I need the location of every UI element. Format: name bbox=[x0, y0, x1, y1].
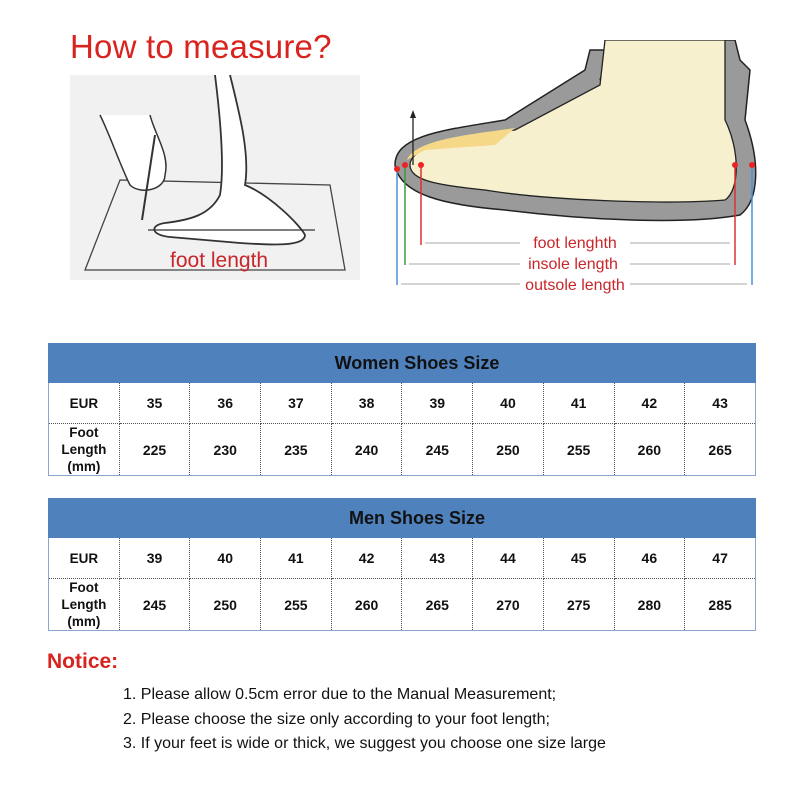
row-label: EUR bbox=[48, 382, 120, 424]
cell: 40 bbox=[189, 537, 262, 579]
cell: 245 bbox=[118, 578, 191, 631]
cell: 285 bbox=[684, 578, 756, 631]
cell: 255 bbox=[542, 423, 615, 476]
cell: 250 bbox=[472, 423, 544, 476]
cell: 42 bbox=[330, 537, 403, 579]
row-label: Foot Length (mm) bbox=[48, 423, 120, 476]
insole-length-label: insole length bbox=[528, 256, 618, 273]
cell: 43 bbox=[401, 537, 474, 579]
cell: 235 bbox=[260, 423, 332, 476]
women-size-table: Women Shoes Size EUR 35 36 37 38 39 40 4… bbox=[48, 343, 756, 476]
foot-length-label: foot length bbox=[170, 249, 268, 272]
cell: 225 bbox=[118, 423, 191, 476]
cell: 270 bbox=[472, 578, 544, 631]
cell: 260 bbox=[613, 423, 686, 476]
cell: 265 bbox=[401, 578, 474, 631]
table-row: EUR 39 40 41 42 43 44 45 46 47 bbox=[48, 537, 756, 579]
how-to-measure-title: How to measure? bbox=[70, 28, 332, 65]
cell: 250 bbox=[189, 578, 262, 631]
notice-item: 1. Please allow 0.5cm error due to the M… bbox=[123, 686, 557, 703]
cell: 39 bbox=[401, 382, 474, 424]
cell: 37 bbox=[260, 382, 332, 424]
cell: 40 bbox=[472, 382, 544, 424]
men-size-table: Men Shoes Size EUR 39 40 41 42 43 44 45 … bbox=[48, 498, 756, 631]
cell: 265 bbox=[684, 423, 756, 476]
cell: 36 bbox=[189, 382, 262, 424]
foot-measure-illustration: foot length bbox=[70, 74, 360, 280]
cell: 44 bbox=[472, 537, 544, 579]
cell: 275 bbox=[542, 578, 615, 631]
notice-heading: Notice: bbox=[47, 650, 119, 673]
table-row: EUR 35 36 37 38 39 40 41 42 43 bbox=[48, 382, 756, 424]
cell: 255 bbox=[260, 578, 332, 631]
cell: 45 bbox=[542, 537, 615, 579]
cell: 240 bbox=[330, 423, 403, 476]
cell: 39 bbox=[118, 537, 191, 579]
cell: 245 bbox=[401, 423, 474, 476]
row-label: EUR bbox=[48, 537, 120, 579]
cell: 35 bbox=[118, 382, 191, 424]
cell: 41 bbox=[542, 382, 615, 424]
shoe-cross-section-illustration: foot lenghth insole length outsole lengt… bbox=[385, 39, 785, 300]
table-row: Foot Length (mm) 245 250 255 260 265 270… bbox=[48, 578, 756, 631]
cell: 230 bbox=[189, 423, 262, 476]
cell: 280 bbox=[613, 578, 686, 631]
cell: 43 bbox=[684, 382, 756, 424]
notice-item: 3. If your feet is wide or thick, we sug… bbox=[123, 735, 606, 752]
cell: 47 bbox=[684, 537, 756, 579]
foot-length-label: foot lenghth bbox=[533, 235, 617, 252]
cell: 46 bbox=[613, 537, 686, 579]
table-row: Foot Length (mm) 225 230 235 240 245 250… bbox=[48, 423, 756, 476]
cell: 38 bbox=[330, 382, 403, 424]
row-label: Foot Length (mm) bbox=[48, 578, 120, 631]
outsole-length-label: outsole length bbox=[525, 277, 625, 294]
table-title: Men Shoes Size bbox=[48, 498, 756, 538]
cell: 41 bbox=[260, 537, 332, 579]
cell: 42 bbox=[613, 382, 686, 424]
notice-item: 2. Please choose the size only according… bbox=[123, 710, 550, 728]
table-title: Women Shoes Size bbox=[48, 343, 756, 383]
notice-list: 1. Please allow 0.5cm error due to the M… bbox=[123, 683, 606, 757]
cell: 260 bbox=[330, 578, 403, 631]
